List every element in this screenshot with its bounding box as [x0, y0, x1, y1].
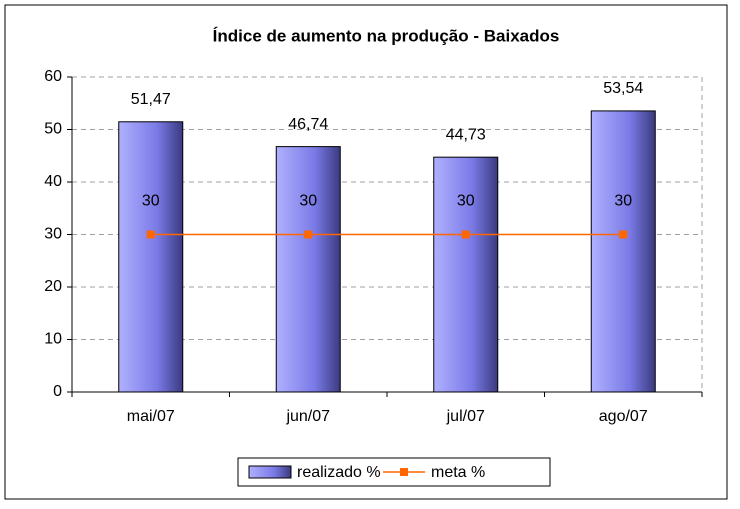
bar — [275, 146, 341, 393]
legend-swatch — [248, 465, 292, 479]
legend-label: realizado % — [297, 464, 381, 481]
data-label: 53,54 — [603, 80, 643, 97]
marker — [304, 230, 313, 239]
legend-label: meta % — [431, 464, 485, 481]
y-tick-label: 10 — [44, 331, 62, 348]
marker — [146, 230, 155, 239]
y-tick-label: 30 — [44, 226, 62, 243]
data-label: 30 — [299, 193, 317, 210]
data-label: 51,47 — [131, 91, 171, 108]
bar — [118, 121, 184, 393]
x-tick-label: jul/07 — [446, 408, 485, 425]
y-tick-label: 50 — [44, 121, 62, 138]
data-label: 30 — [142, 193, 160, 210]
legend-marker — [400, 468, 408, 476]
x-tick-label: mai/07 — [127, 408, 175, 425]
data-label: 46,74 — [288, 116, 328, 133]
data-label: 30 — [457, 193, 475, 210]
y-tick-label: 40 — [44, 173, 62, 190]
x-tick-label: jun/07 — [285, 408, 330, 425]
y-tick-label: 20 — [44, 278, 62, 295]
x-tick-label: ago/07 — [599, 408, 648, 425]
chart-title: Índice de aumento na produção - Baixados — [213, 26, 560, 45]
data-label: 44,73 — [446, 126, 486, 143]
data-label: 30 — [614, 193, 632, 210]
bar — [433, 156, 499, 393]
y-tick-label: 0 — [53, 383, 62, 400]
bar — [590, 110, 656, 393]
marker — [461, 230, 470, 239]
y-tick-label: 60 — [44, 68, 62, 85]
marker — [619, 230, 628, 239]
